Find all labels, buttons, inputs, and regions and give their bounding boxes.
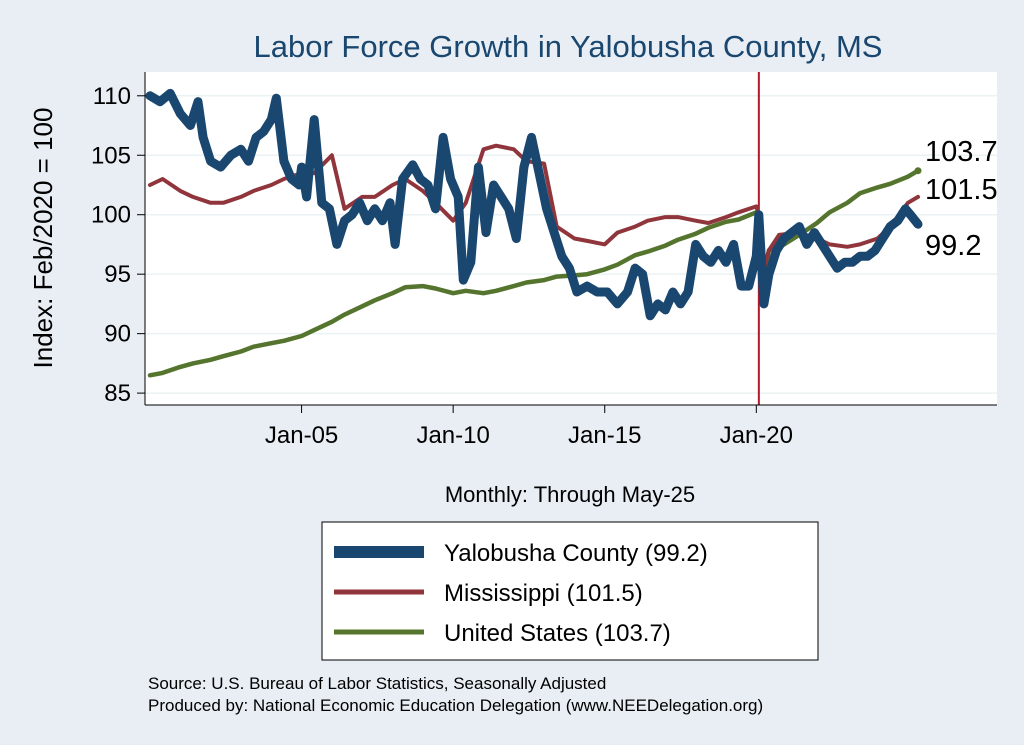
x-axis-ticks: Jan-05 Jan-10 Jan-15 Jan-20 bbox=[265, 405, 793, 449]
chart-title: Labor Force Growth in Yalobusha County, … bbox=[254, 29, 883, 64]
y-tick-label: 110 bbox=[93, 83, 131, 110]
legend-label: United States (103.7) bbox=[444, 620, 671, 647]
legend-label: Mississippi (101.5) bbox=[444, 580, 643, 607]
end-label-0: 99.2 bbox=[925, 230, 981, 262]
x-tick-label: Jan-20 bbox=[720, 422, 793, 449]
x-axis-label: Monthly: Through May-25 bbox=[445, 482, 695, 507]
end-label-1: 101.5 bbox=[925, 174, 998, 206]
y-tick-label: 95 bbox=[104, 261, 131, 288]
end-label-2: 103.7 bbox=[925, 136, 998, 168]
y-axis-ticks: 85 90 95 100 105 110 bbox=[91, 83, 145, 407]
y-tick-label: 90 bbox=[104, 321, 131, 348]
series-lines bbox=[145, 88, 923, 378]
y-tick-label: 100 bbox=[91, 202, 131, 229]
y-tick-label: 105 bbox=[91, 142, 131, 169]
y-tick-label: 85 bbox=[104, 380, 131, 407]
x-tick-label: Jan-15 bbox=[568, 422, 641, 449]
series-end-marker bbox=[914, 167, 922, 175]
x-tick-label: Jan-10 bbox=[416, 422, 489, 449]
source-note: Source: U.S. Bureau of Labor Statistics,… bbox=[148, 674, 606, 693]
end-labels: 99.2 101.5 103.7 bbox=[925, 136, 998, 262]
y-axis-label: Index: Feb/2020 = 100 bbox=[28, 108, 58, 369]
series-line-0 bbox=[145, 88, 923, 321]
x-tick-label: Jan-05 bbox=[265, 422, 338, 449]
produced-by-note: Produced by: National Economic Education… bbox=[148, 696, 763, 715]
legend-label: Yalobusha County (99.2) bbox=[444, 540, 708, 567]
legend: Yalobusha County (99.2) Mississippi (101.… bbox=[321, 521, 819, 661]
